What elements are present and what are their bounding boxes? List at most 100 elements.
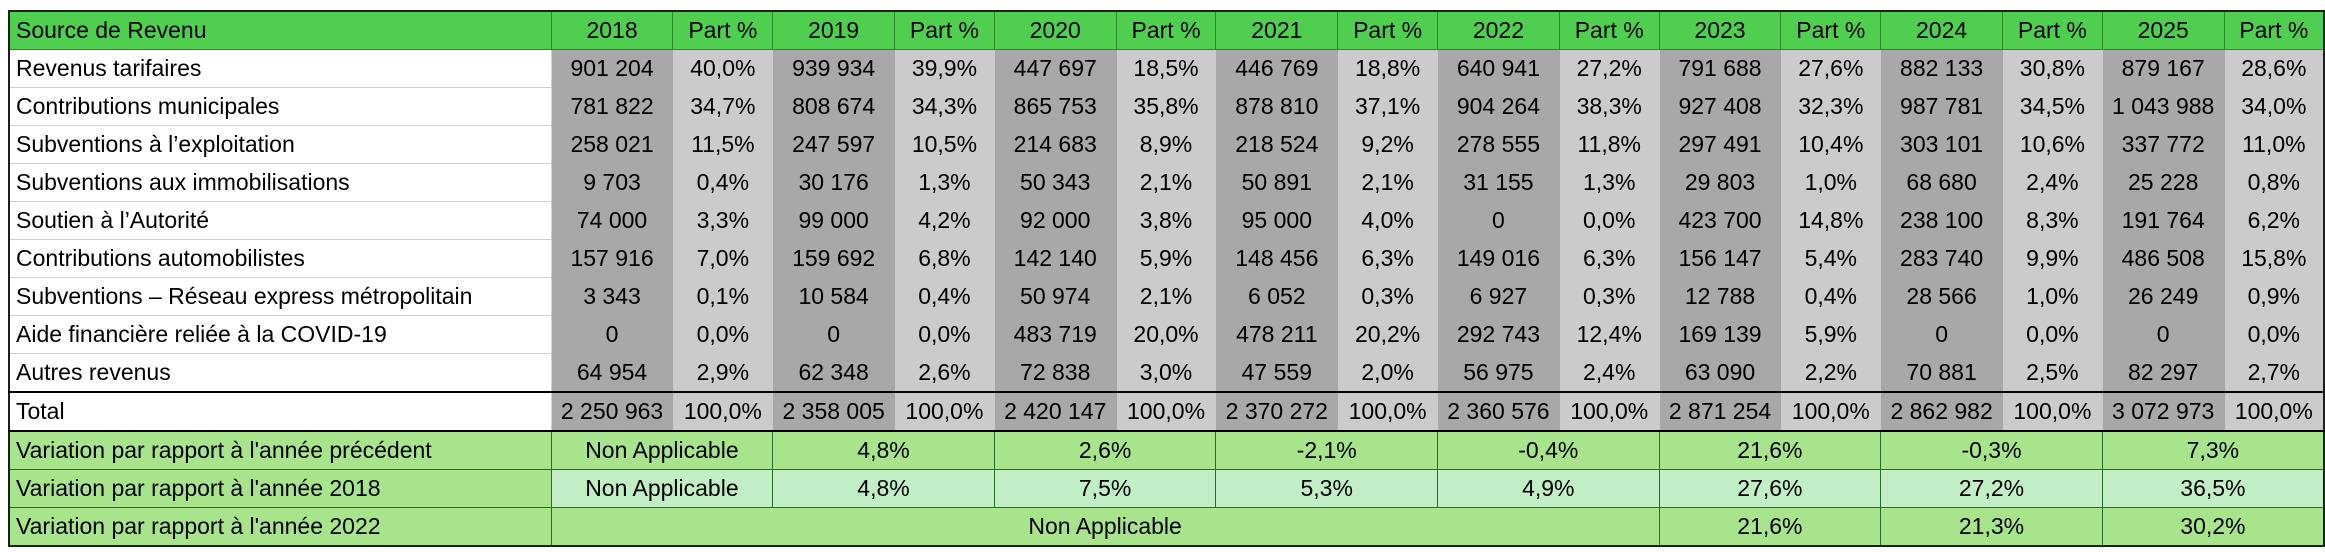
- cell-value: 258 021: [550, 125, 674, 164]
- cell-value: 218 524: [1215, 125, 1339, 164]
- header-row: Source de Revenu 2018 Part % 2019 Part %…: [8, 10, 2325, 50]
- row-label: Contributions municipales: [8, 87, 552, 126]
- variation-value: Non Applicable: [550, 430, 774, 470]
- total-share: 100,0%: [1558, 391, 1660, 432]
- cell-value: 247 597: [772, 125, 896, 164]
- cell-share: 0,8%: [2223, 163, 2325, 202]
- cell-share: 34,3%: [894, 87, 995, 126]
- cell-share: 34,5%: [2002, 87, 2103, 126]
- total-value: 2 370 272: [1215, 391, 1339, 432]
- variation-value: 7,5%: [993, 469, 1217, 508]
- cell-value: 47 559: [1215, 353, 1339, 393]
- cell-share: 2,9%: [672, 353, 774, 393]
- cell-share: 9,9%: [2002, 239, 2103, 278]
- cell-value: 62 348: [772, 353, 896, 393]
- cell-share: 6,3%: [1337, 239, 1438, 278]
- cell-share: 27,2%: [1558, 49, 1660, 88]
- variation-not-applicable: Non Applicable: [550, 507, 1660, 547]
- row-label: Contributions automobilistes: [8, 239, 552, 278]
- header-year: 2021: [1215, 10, 1339, 50]
- cell-share: 34,0%: [2223, 87, 2325, 126]
- total-label: Total: [8, 391, 552, 432]
- cell-value: 56 975: [1437, 353, 1560, 393]
- cell-share: 20,2%: [1337, 315, 1438, 354]
- variation-label: Variation par rapport à l'année 2022: [8, 507, 552, 547]
- cell-share: 20,0%: [1115, 315, 1217, 354]
- cell-value: 149 016: [1437, 239, 1560, 278]
- variation-value: 21,3%: [1880, 507, 2103, 547]
- row-label: Aide financière reliée à la COVID-19: [8, 315, 552, 354]
- cell-value: 278 555: [1437, 125, 1560, 164]
- cell-share: 2,6%: [894, 353, 995, 393]
- total-value: 2 420 147: [993, 391, 1117, 432]
- header-share: Part %: [1337, 10, 1438, 50]
- cell-share: 4,0%: [1337, 201, 1438, 240]
- table-row: Subventions à l’exploitation 258 021 11,5%…: [8, 125, 2325, 164]
- cell-value: 70 881: [1880, 353, 2004, 393]
- variation-2022-row: Variation par rapport à l'année 2022 Non…: [8, 507, 2325, 547]
- cell-share: 35,8%: [1115, 87, 1217, 126]
- cell-value: 10 584: [772, 277, 896, 316]
- cell-value: 808 674: [772, 87, 896, 126]
- cell-value: 142 140: [993, 239, 1117, 278]
- header-source-label: Source de Revenu: [8, 10, 552, 50]
- table-row: Contributions municipales 781 822 34,7% 808…: [8, 87, 2325, 126]
- header-share: Part %: [1558, 10, 1660, 50]
- cell-value: 879 167: [2101, 49, 2225, 88]
- cell-value: 12 788: [1658, 277, 1782, 316]
- cell-share: 0,4%: [894, 277, 995, 316]
- cell-share: 39,9%: [894, 49, 995, 88]
- variation-value: 36,5%: [2101, 469, 2325, 508]
- cell-share: 32,3%: [1780, 87, 1882, 126]
- cell-share: 18,5%: [1115, 49, 1217, 88]
- cell-value: 939 934: [772, 49, 896, 88]
- cell-share: 37,1%: [1337, 87, 1438, 126]
- cell-value: 74 000: [550, 201, 674, 240]
- cell-value: 483 719: [993, 315, 1117, 354]
- total-share: 100,0%: [894, 391, 995, 432]
- cell-share: 34,7%: [672, 87, 774, 126]
- header-year: 2022: [1437, 10, 1560, 50]
- variation-value: 27,2%: [1880, 469, 2103, 508]
- cell-value: 0: [1880, 315, 2004, 354]
- cell-value: 640 941: [1437, 49, 1560, 88]
- cell-value: 904 264: [1437, 87, 1560, 126]
- cell-share: 0,9%: [2223, 277, 2325, 316]
- cell-value: 303 101: [1880, 125, 2004, 164]
- total-value: 2 862 982: [1880, 391, 2004, 432]
- cell-value: 1 043 988: [2101, 87, 2225, 126]
- row-label: Subventions – Réseau express métropolita…: [8, 277, 552, 316]
- row-label: Subventions à l’exploitation: [8, 125, 552, 164]
- cell-value: 292 743: [1437, 315, 1560, 354]
- total-share: 100,0%: [672, 391, 774, 432]
- variation-value: 2,6%: [993, 430, 1217, 470]
- variation-value: 7,3%: [2101, 430, 2325, 470]
- variation-2018-row: Variation par rapport à l'année 2018 Non…: [8, 469, 2325, 508]
- header-year: 2023: [1658, 10, 1782, 50]
- cell-share: 5,4%: [1780, 239, 1882, 278]
- cell-value: 9 703: [550, 163, 674, 202]
- cell-share: 8,9%: [1115, 125, 1217, 164]
- header-share: Part %: [2002, 10, 2103, 50]
- total-share: 100,0%: [1115, 391, 1217, 432]
- cell-share: 4,2%: [894, 201, 995, 240]
- cell-value: 29 803: [1658, 163, 1782, 202]
- table-row: Revenus tarifaires 901 204 40,0% 939 934 39,…: [8, 49, 2325, 88]
- variation-value: Non Applicable: [550, 469, 774, 508]
- cell-value: 63 090: [1658, 353, 1782, 393]
- cell-share: 2,5%: [2002, 353, 2103, 393]
- cell-value: 297 491: [1658, 125, 1782, 164]
- header-year: 2018: [550, 10, 674, 50]
- cell-share: 40,0%: [672, 49, 774, 88]
- cell-share: 1,0%: [1780, 163, 1882, 202]
- header-year: 2025: [2101, 10, 2225, 50]
- cell-share: 18,8%: [1337, 49, 1438, 88]
- cell-share: 30,8%: [2002, 49, 2103, 88]
- cell-value: 28 566: [1880, 277, 2004, 316]
- variation-value: -0,4%: [1437, 430, 1660, 470]
- cell-value: 882 133: [1880, 49, 2004, 88]
- variation-previous-year-row: Variation par rapport à l'année précéden…: [8, 430, 2325, 470]
- variation-value: 4,8%: [772, 469, 995, 508]
- variation-label: Variation par rapport à l'année précéden…: [8, 430, 552, 470]
- cell-value: 486 508: [2101, 239, 2225, 278]
